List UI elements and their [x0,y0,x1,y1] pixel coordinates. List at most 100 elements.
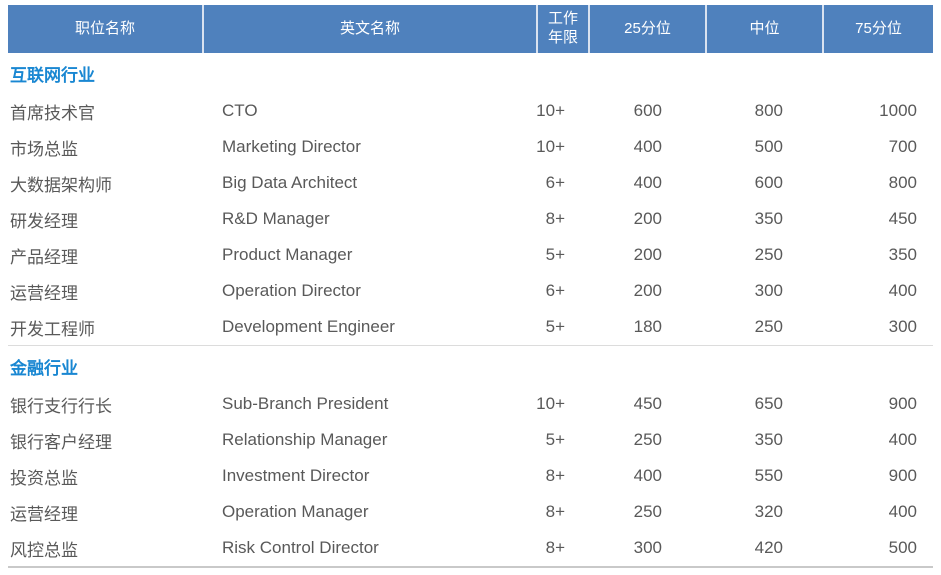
cell-percentile-75: 800 [888,173,917,192]
table-row: 风控总监 Risk Control Director 8+ 300 420 50… [8,530,933,566]
cell-percentile-25: 450 [633,394,662,413]
cell-position-name: 运营经理 [10,504,78,524]
column-header-english-name: 英文名称 [202,5,536,53]
cell-percentile-25: 300 [633,538,662,557]
cell-percentile-25: 400 [633,173,662,192]
cell-median: 350 [754,430,783,449]
cell-english-name: Risk Control Director [222,538,379,557]
cell-percentile-25: 600 [633,101,662,120]
cell-position-name: 风控总监 [10,540,78,560]
cell-english-name: Operation Director [222,281,361,300]
cell-percentile-75: 300 [888,317,917,336]
cell-english-name: Product Manager [222,245,353,264]
column-header-work-years: 工作 年限 [536,5,588,53]
cell-work-years: 8+ [545,502,565,521]
cell-median: 800 [754,101,783,120]
table-row: 市场总监 Marketing Director 10+ 400 500 700 [8,129,933,165]
cell-english-name: Development Engineer [222,317,395,336]
column-header-median: 中位 [705,5,822,53]
table-row: 银行客户经理 Relationship Manager 5+ 250 350 4… [8,422,933,458]
cell-percentile-75: 500 [888,538,917,557]
table-section: 互联网行业 首席技术官 CTO 10+ 600 800 1000 市场总监 Ma… [8,53,933,345]
cell-position-name: 大数据架构师 [10,175,112,195]
table-section: 金融行业 银行支行行长 Sub-Branch President 10+ 450… [8,345,933,566]
cell-position-name: 研发经理 [10,211,78,231]
cell-percentile-75: 700 [888,137,917,156]
salary-table: 职位名称 英文名称 工作 年限 25分位 中位 75分位 互联网行业 首席技术官… [8,5,933,568]
cell-percentile-25: 250 [633,502,662,521]
cell-english-name: Big Data Architect [222,173,358,192]
section-title: 互联网行业 [10,65,95,85]
cell-position-name: 银行支行行长 [10,396,112,416]
cell-percentile-75: 900 [888,394,917,413]
cell-position-name: 运营经理 [10,283,78,303]
cell-work-years: 8+ [545,209,565,228]
cell-work-years: 5+ [545,317,565,336]
table-row: 银行支行行长 Sub-Branch President 10+ 450 650 … [8,386,933,422]
cell-position-name: 市场总监 [10,139,78,159]
cell-work-years: 6+ [545,173,565,192]
column-header-percentile-75: 75分位 [822,5,933,53]
table-row: 运营经理 Operation Director 6+ 200 300 400 [8,273,933,309]
cell-english-name: R&D Manager [222,209,330,228]
cell-median: 550 [754,466,783,485]
table-row: 运营经理 Operation Manager 8+ 250 320 400 [8,494,933,530]
cell-percentile-75: 400 [888,281,917,300]
cell-percentile-25: 200 [633,209,662,228]
cell-percentile-75: 400 [888,430,917,449]
cell-work-years: 8+ [545,538,565,557]
cell-work-years: 5+ [545,245,565,264]
cell-percentile-75: 900 [888,466,917,485]
cell-percentile-75: 1000 [879,101,917,120]
cell-english-name: Relationship Manager [222,430,388,449]
cell-english-name: Operation Manager [222,502,369,521]
section-rows: 银行支行行长 Sub-Branch President 10+ 450 650 … [8,386,933,566]
cell-english-name: Investment Director [222,466,370,485]
table-row: 研发经理 R&D Manager 8+ 200 350 450 [8,201,933,237]
cell-median: 600 [754,173,783,192]
cell-median: 500 [754,137,783,156]
cell-position-name: 首席技术官 [10,103,95,123]
cell-work-years: 8+ [545,466,565,485]
cell-english-name: CTO [222,101,258,120]
cell-percentile-25: 200 [633,281,662,300]
cell-median: 420 [754,538,783,557]
cell-median: 250 [754,317,783,336]
table-body: 互联网行业 首席技术官 CTO 10+ 600 800 1000 市场总监 Ma… [8,53,933,566]
cell-position-name: 产品经理 [10,247,78,267]
cell-position-name: 银行客户经理 [10,432,112,452]
section-rows: 首席技术官 CTO 10+ 600 800 1000 市场总监 Marketin… [8,93,933,345]
table-row: 产品经理 Product Manager 5+ 200 250 350 [8,237,933,273]
cell-percentile-75: 450 [888,209,917,228]
cell-percentile-25: 180 [633,317,662,336]
cell-median: 250 [754,245,783,264]
cell-median: 300 [754,281,783,300]
table-row: 开发工程师 Development Engineer 5+ 180 250 30… [8,309,933,345]
cell-position-name: 投资总监 [10,468,78,488]
cell-percentile-75: 400 [888,502,917,521]
section-title: 金融行业 [10,358,78,378]
column-header-percentile-25: 25分位 [588,5,705,53]
cell-median: 350 [754,209,783,228]
cell-work-years: 10+ [536,101,565,120]
cell-work-years: 10+ [536,394,565,413]
cell-median: 320 [754,502,783,521]
cell-median: 650 [754,394,783,413]
cell-percentile-25: 200 [633,245,662,264]
table-row: 大数据架构师 Big Data Architect 6+ 400 600 800 [8,165,933,201]
table-row: 投资总监 Investment Director 8+ 400 550 900 [8,458,933,494]
cell-percentile-75: 350 [888,245,917,264]
cell-percentile-25: 250 [633,430,662,449]
cell-position-name: 开发工程师 [10,319,95,339]
cell-work-years: 10+ [536,137,565,156]
section-header-row: 互联网行业 [8,53,933,93]
cell-english-name: Sub-Branch President [222,394,389,413]
column-header-position-name: 职位名称 [74,19,135,37]
table-header-row: 职位名称 英文名称 工作 年限 25分位 中位 75分位 [8,5,933,53]
cell-percentile-25: 400 [633,137,662,156]
cell-percentile-25: 400 [633,466,662,485]
cell-work-years: 6+ [545,281,565,300]
table-row: 首席技术官 CTO 10+ 600 800 1000 [8,93,933,129]
section-header-row: 金融行业 [8,346,933,386]
